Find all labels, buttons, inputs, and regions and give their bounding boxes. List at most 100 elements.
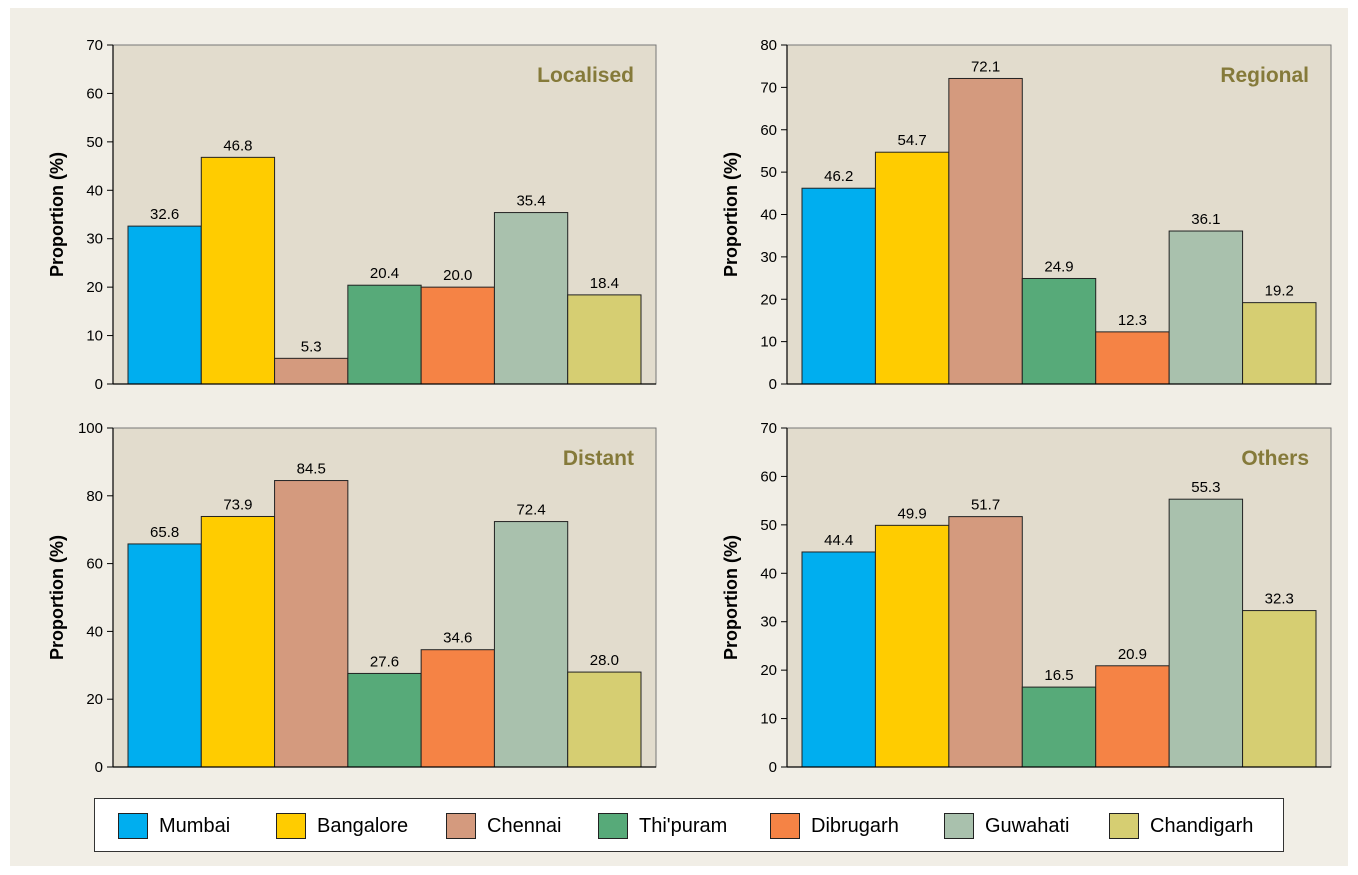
panel-regional-y-tick-label-0: 0 — [769, 376, 777, 393]
panel-distant-data-label-thi-puram: 27.6 — [370, 653, 399, 670]
panel-localised-bar-mumbai — [127, 225, 202, 385]
panel-distant-bar-chandigarh — [567, 671, 642, 768]
panel-others-y-axis-title: Proportion (%) — [721, 535, 741, 660]
panel-localised-y-tick-label-50: 50 — [86, 134, 103, 151]
panel-distant-y-tick-label-20: 20 — [86, 691, 103, 708]
panel-regional-bar-thi-puram — [1021, 277, 1097, 385]
panel-regional-y-axis-title: Proportion (%) — [721, 152, 741, 277]
panel-localised-y-tick-label-40: 40 — [86, 182, 103, 199]
panel-localised-bar-chandigarh — [567, 294, 642, 385]
panel-distant-data-label-chandigarh: 28.0 — [590, 652, 619, 669]
panel-others-data-label-mumbai: 44.4 — [824, 532, 853, 549]
panel-regional-data-label-mumbai: 46.2 — [824, 168, 853, 185]
panel-distant-bar-guwahati — [493, 521, 569, 768]
legend-label-bangalore: Bangalore — [317, 815, 409, 837]
panel-localised-bar-guwahati — [493, 212, 569, 385]
legend-swatch-chandigarh — [1109, 813, 1139, 839]
panel-localised-data-label-mumbai: 32.6 — [150, 206, 179, 223]
panel-others-y-tick-label-60: 60 — [760, 468, 777, 485]
legend-label-chennai: Chennai — [487, 815, 562, 837]
panel-regional-bar-mumbai — [801, 187, 876, 385]
panel-localised-bar-dibrugarh — [420, 286, 495, 385]
panel-regional-y-tick-label-10: 10 — [760, 334, 777, 351]
panel-regional-data-label-dibrugarh: 12.3 — [1118, 312, 1147, 329]
panel-others-bar-guwahati — [1168, 498, 1244, 768]
panel-others-data-label-bangalore: 49.9 — [898, 505, 927, 522]
panel-others-data-label-guwahati: 55.3 — [1191, 479, 1220, 496]
panel-distant-y-tick-label-0: 0 — [95, 759, 103, 776]
panel-regional-y-tick-label-20: 20 — [760, 291, 777, 308]
panel-distant-title: Distant — [563, 447, 634, 470]
panel-distant-bar-chennai — [274, 480, 349, 768]
legend-label-dibrugarh: Dibrugarh — [811, 815, 899, 837]
chart-canvas: 32.6 46.8 5.3 20.4 20.0 35.4 18.4 0 10 20 30 40 50 60… — [47, 37, 1332, 776]
panel-regional-bar-chandigarh — [1242, 302, 1317, 385]
panel-others-y-tick-label-0: 0 — [769, 759, 777, 776]
legend-swatch-dibrugarh — [770, 813, 800, 839]
panel-others-data-label-dibrugarh: 20.9 — [1118, 646, 1147, 663]
panel-localised-title: Localised — [537, 64, 634, 87]
panel-localised-y-tick-label-70: 70 — [86, 37, 103, 54]
legend-label-chandigarh: Chandigarh — [1150, 815, 1254, 837]
legend: Mumbai Bangalore Chennai Thi'puram Dibru… — [94, 798, 1284, 852]
legend-swatch-guwahati — [944, 813, 974, 839]
panel-regional-title: Regional — [1220, 64, 1309, 87]
panel-others-y-tick-label-40: 40 — [760, 565, 777, 582]
panel-distant-bar-thi-puram — [347, 672, 422, 768]
legend-swatch-thiruvananthapuram — [598, 813, 628, 839]
panel-others: 44.4 49.9 51.7 16.5 20.9 55.3 32.3 0 10 20 30 40 50 6… — [721, 420, 1332, 776]
panel-others-y-tick-label-30: 30 — [760, 614, 777, 631]
panel-distant-data-label-guwahati: 72.4 — [516, 502, 545, 519]
legend-swatch-chennai — [446, 813, 476, 839]
panel-localised-data-label-chennai: 5.3 — [301, 338, 322, 355]
panel-localised-y-tick-label-10: 10 — [86, 328, 103, 345]
panel-others-y-tick-label-20: 20 — [760, 662, 777, 679]
panel-regional-data-label-chennai: 72.1 — [971, 58, 1000, 75]
panel-distant-bar-mumbai — [127, 543, 202, 768]
legend-label-thiruvananthapuram: Thi'puram — [639, 815, 728, 837]
panel-localised-data-label-thi-puram: 20.4 — [370, 265, 399, 282]
panel-regional-y-tick-label-30: 30 — [760, 249, 777, 266]
panel-others-y-tick-label-50: 50 — [760, 517, 777, 534]
panel-others-data-label-thi-puram: 16.5 — [1044, 667, 1073, 684]
panel-localised-data-label-dibrugarh: 20.0 — [443, 267, 472, 284]
panel-others-bar-thi-puram — [1021, 686, 1097, 768]
legend-label-guwahati: Guwahati — [985, 815, 1070, 837]
panel-others-y-tick-label-10: 10 — [760, 711, 777, 728]
panel-distant-y-axis-title: Proportion (%) — [47, 535, 67, 660]
panel-localised-bar-bangalore — [200, 156, 276, 385]
panel-regional-y-tick-label-80: 80 — [760, 37, 777, 54]
panel-localised-y-tick-label-20: 20 — [86, 279, 103, 296]
panel-others-data-label-chandigarh: 32.3 — [1265, 591, 1294, 608]
legend-swatch-bangalore — [276, 813, 306, 839]
panel-distant-data-label-dibrugarh: 34.6 — [443, 630, 472, 647]
panel-others-bar-dibrugarh — [1095, 665, 1170, 768]
panel-regional-y-tick-label-40: 40 — [760, 207, 777, 224]
panel-regional-bar-guwahati — [1168, 230, 1244, 385]
legend-label-mumbai: Mumbai — [159, 815, 231, 837]
panel-regional-data-label-chandigarh: 19.2 — [1265, 283, 1294, 300]
panel-regional-data-label-guwahati: 36.1 — [1191, 211, 1220, 228]
panel-regional-y-tick-label-60: 60 — [760, 122, 777, 139]
panel-localised-y-tick-label-60: 60 — [86, 85, 103, 102]
panel-others-bar-chennai — [948, 516, 1023, 768]
panel-regional-bar-dibrugarh — [1095, 331, 1170, 385]
panel-distant-y-tick-label-100: 100 — [78, 420, 103, 437]
panel-regional: 46.2 54.7 72.1 24.9 12.3 36.1 19.2 0 10 20 30 40 50 6… — [721, 37, 1332, 393]
panel-distant-y-tick-label-80: 80 — [86, 488, 103, 505]
panel-localised: 32.6 46.8 5.3 20.4 20.0 35.4 18.4 0 10 20 30 40 50 60… — [47, 37, 657, 393]
panel-others-data-label-chennai: 51.7 — [971, 497, 1000, 514]
panel-regional-y-tick-label-50: 50 — [760, 164, 777, 181]
panel-localised-data-label-chandigarh: 18.4 — [590, 275, 619, 292]
panel-localised-data-label-guwahati: 35.4 — [516, 193, 545, 210]
panel-distant-y-tick-label-40: 40 — [86, 623, 103, 640]
panel-distant-y-tick-label-60: 60 — [86, 556, 103, 573]
panel-distant: 65.8 73.9 84.5 27.6 34.6 72.4 28.0 0 20 40 60 80 100… — [47, 420, 657, 776]
panel-localised-y-tick-label-0: 0 — [95, 376, 103, 393]
panel-distant-data-label-mumbai: 65.8 — [150, 524, 179, 541]
panel-regional-y-tick-label-70: 70 — [760, 79, 777, 96]
panel-localised-y-axis-title: Proportion (%) — [47, 152, 67, 277]
panel-others-title: Others — [1241, 447, 1309, 470]
panel-others-y-tick-label-70: 70 — [760, 420, 777, 437]
panel-distant-data-label-bangalore: 73.9 — [223, 496, 252, 513]
